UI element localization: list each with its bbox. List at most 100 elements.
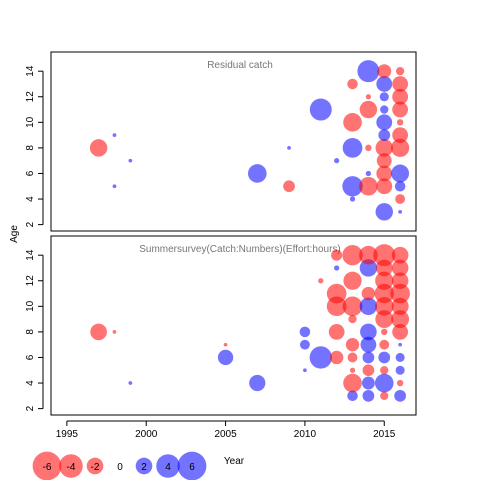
bubble-positive bbox=[303, 368, 307, 373]
bubble-negative bbox=[391, 259, 409, 277]
bubble-negative bbox=[391, 310, 410, 329]
legend-label: 4 bbox=[165, 462, 171, 473]
bubble-negative bbox=[89, 139, 108, 157]
bubble-positive bbox=[357, 60, 380, 83]
bubble-positive bbox=[334, 158, 340, 164]
bubble-positive bbox=[394, 180, 406, 192]
bubble-negative bbox=[223, 342, 228, 347]
y-tick-label: 8 bbox=[25, 145, 36, 151]
bubble-negative bbox=[391, 246, 409, 264]
y-tick-label: 14 bbox=[25, 65, 36, 77]
y-tick-label: 2 bbox=[25, 405, 36, 411]
bubble-positive bbox=[342, 138, 363, 158]
bubble-positive bbox=[374, 373, 394, 393]
bubble-negative bbox=[395, 67, 405, 76]
bubble-positive bbox=[376, 114, 393, 131]
bubble-positive bbox=[128, 158, 133, 163]
bubble-negative bbox=[342, 296, 363, 317]
y-tick-label: 2 bbox=[25, 221, 36, 227]
bubble-positive bbox=[217, 349, 234, 366]
bubble-negative bbox=[375, 310, 394, 329]
y-tick-label: 6 bbox=[25, 170, 36, 176]
bubble-negative bbox=[361, 286, 376, 301]
bubble-positive bbox=[365, 170, 372, 177]
bubble-negative bbox=[380, 366, 389, 375]
bubble-negative bbox=[392, 76, 409, 92]
x-tick-label: 1995 bbox=[56, 429, 79, 440]
y-tick-label: 4 bbox=[25, 196, 36, 202]
y-axis-title: Age bbox=[9, 225, 20, 243]
panel-summer-survey: Summersurvey(Catch:Numbers)(Effort:hours… bbox=[25, 235, 417, 416]
bubble-positive bbox=[342, 176, 363, 197]
bubble-negative bbox=[359, 176, 378, 196]
bubble-negative bbox=[391, 138, 410, 158]
bubble-negative bbox=[343, 271, 362, 290]
bubble-positive bbox=[391, 164, 410, 183]
y-axis: 2 4 6 8 10 12 14 bbox=[25, 249, 44, 411]
bubble-positive bbox=[394, 389, 407, 402]
panel-frame bbox=[50, 235, 417, 416]
y-tick-label: 4 bbox=[25, 380, 36, 386]
panel-title: Residual catch bbox=[207, 60, 273, 71]
bubble-negative bbox=[343, 373, 362, 393]
legend-label: 2 bbox=[141, 462, 147, 473]
bubble-negative bbox=[90, 323, 107, 341]
bubble-positive bbox=[395, 365, 405, 375]
y-tick-label: 8 bbox=[25, 329, 36, 335]
panel-residual-catch: Residual catch 2 4 6 8 10 12 14 bbox=[25, 51, 417, 232]
bubble-positive bbox=[347, 390, 358, 402]
y-tick-label: 10 bbox=[25, 300, 36, 312]
bubble-negative bbox=[112, 330, 117, 334]
bubble-negative bbox=[374, 283, 394, 304]
bubble-negative bbox=[373, 244, 396, 267]
legend-bubble bbox=[59, 454, 83, 478]
legend-bubble bbox=[32, 451, 62, 480]
bubble-positive bbox=[398, 209, 402, 214]
legend-label: -6 bbox=[43, 462, 52, 473]
bubble-negative bbox=[283, 180, 295, 193]
bubble-negative bbox=[392, 324, 409, 340]
bubble-positive bbox=[248, 164, 267, 183]
bubble-negative bbox=[349, 367, 356, 373]
bubble-negative bbox=[347, 352, 358, 363]
bubble-negative bbox=[395, 194, 406, 204]
bubble-negative bbox=[392, 127, 409, 143]
bubble-negative bbox=[392, 88, 409, 105]
bubble-negative bbox=[390, 283, 410, 304]
bubble-negative bbox=[380, 391, 389, 400]
bubble-positive bbox=[299, 326, 311, 338]
bubble-positive bbox=[378, 351, 391, 364]
bubble-positive bbox=[334, 265, 340, 271]
bubble-positive bbox=[128, 381, 133, 385]
bubble-negative bbox=[396, 119, 404, 126]
bubble-positive bbox=[360, 336, 377, 353]
bubble-negative bbox=[362, 364, 375, 377]
bubble-positive bbox=[362, 389, 375, 402]
legend-bubble bbox=[135, 457, 153, 475]
legend-label: 0 bbox=[117, 462, 123, 473]
legend-bubble bbox=[86, 457, 104, 475]
bubble-positive bbox=[375, 203, 393, 221]
bubble-positive bbox=[360, 323, 377, 341]
bubble-negative bbox=[376, 178, 393, 195]
bubble-negative bbox=[342, 244, 363, 266]
bubble-negative bbox=[359, 245, 378, 265]
x-axis-title: Year bbox=[224, 456, 245, 467]
bubble-negative bbox=[365, 94, 372, 100]
bubble-positive bbox=[309, 346, 332, 369]
y-tick-label: 14 bbox=[25, 249, 36, 261]
bubble-negative bbox=[377, 64, 392, 79]
bubble-negative bbox=[326, 283, 347, 304]
bubble-negative bbox=[379, 339, 390, 350]
y-tick-label: 12 bbox=[25, 275, 36, 287]
legend-bubble bbox=[177, 451, 207, 480]
bubble-positive bbox=[299, 339, 310, 350]
bubble-layer bbox=[90, 244, 410, 402]
bubble-negative bbox=[376, 153, 392, 169]
bubble-positive bbox=[249, 374, 266, 392]
size-legend: -6 -4 -2 0 2 4 6 bbox=[32, 451, 207, 480]
x-tick-label: 2005 bbox=[214, 429, 237, 440]
legend-label: -2 bbox=[91, 462, 100, 473]
y-tick-label: 10 bbox=[25, 116, 36, 128]
